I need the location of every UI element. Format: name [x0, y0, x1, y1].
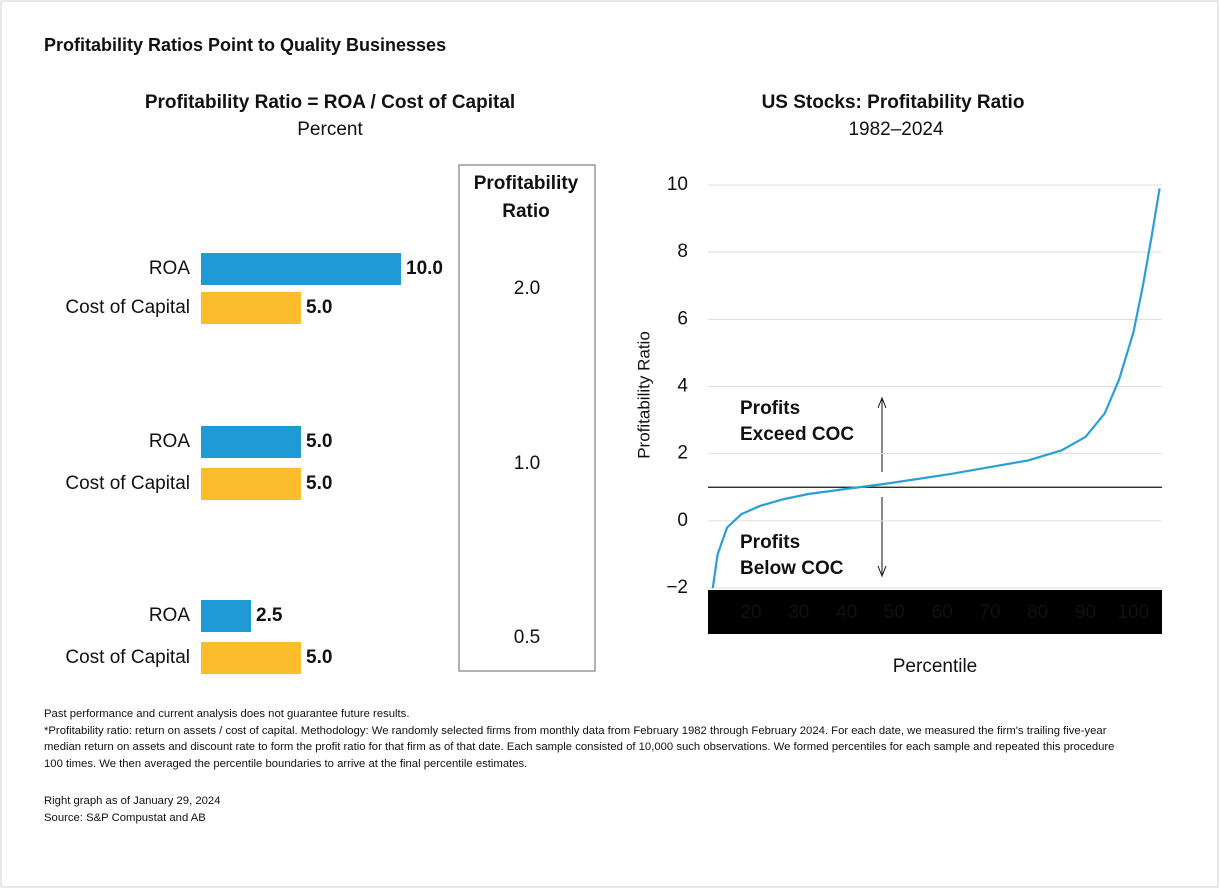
ratio-box: [458, 164, 596, 672]
ratio-value: 0.5: [514, 627, 540, 648]
y-tick-label: 2: [677, 443, 688, 464]
bar: [201, 292, 301, 324]
bar: [201, 642, 301, 674]
y-tick-label: 10: [667, 174, 688, 195]
arrow-head: [877, 396, 887, 409]
data-line: [711, 188, 1161, 589]
footnote: median return on assets and discount rat…: [44, 741, 1114, 753]
bar: [201, 600, 251, 632]
y-tick-label: −2: [666, 577, 688, 598]
annotation: Profits: [740, 398, 800, 419]
ratio-value: 2.0: [514, 278, 540, 299]
x-tick-label: 20: [740, 602, 761, 623]
footnote: Source: S&P Compustat and AB: [44, 812, 206, 824]
x-tick-label: 30: [788, 602, 809, 623]
data-label: 5.0: [306, 297, 332, 318]
chart-title: Profitability Ratio = ROA / Cost of Capi…: [145, 92, 515, 113]
data-label: 10.0: [406, 258, 443, 279]
category-label: Cost of Capital: [65, 473, 190, 494]
ratio-value: 1.0: [514, 453, 540, 474]
data-label: 5.0: [306, 647, 332, 668]
data-label: 2.5: [256, 605, 283, 626]
category-label: Cost of Capital: [65, 647, 190, 668]
x-axis-band: [708, 590, 1162, 634]
ratio-header: Ratio: [502, 201, 550, 222]
y-tick-label: 4: [677, 376, 688, 397]
category-label: ROA: [149, 605, 191, 626]
x-tick-label: 70: [979, 602, 1000, 623]
data-label: 5.0: [306, 431, 332, 452]
bar: [201, 468, 301, 500]
x-tick-label: 90: [1075, 602, 1096, 623]
bar: [201, 253, 401, 285]
footnote: Past performance and current analysis do…: [44, 708, 409, 720]
arrow-head: [877, 565, 887, 578]
category-label: ROA: [149, 258, 191, 279]
chart-subtitle: Percent: [297, 119, 363, 140]
category-label: Cost of Capital: [65, 297, 190, 318]
category-label: ROA: [149, 431, 191, 452]
footnote: *Profitability ratio: return on assets /…: [44, 725, 1107, 737]
x-tick-label: 60: [932, 602, 953, 623]
y-axis-label: Profitability Ratio: [634, 331, 653, 459]
x-axis-label: Percentile: [893, 656, 978, 677]
footnote: Right graph as of January 29, 2024: [44, 795, 220, 807]
y-tick-label: 8: [677, 241, 688, 262]
x-tick-label: 100: [1117, 602, 1149, 623]
data-label: 5.0: [306, 473, 332, 494]
y-tick-label: 6: [677, 308, 688, 329]
footnote: 100 times. We then averaged the percenti…: [44, 758, 527, 770]
y-tick-label: 0: [677, 510, 688, 531]
annotation: Below COC: [740, 558, 844, 579]
x-tick-label: 50: [884, 602, 905, 623]
ratio-header: Profitability: [474, 173, 579, 194]
x-tick-label: 40: [836, 602, 857, 623]
bar: [201, 426, 301, 458]
page-title: Profitability Ratios Point to Quality Bu…: [44, 35, 446, 55]
chart-title: US Stocks: Profitability Ratio: [762, 92, 1025, 113]
annotation: Profits: [740, 532, 800, 553]
x-tick-label: 80: [1027, 602, 1048, 623]
annotation: Exceed COC: [740, 424, 854, 445]
chart-subtitle: 1982–2024: [848, 119, 944, 140]
